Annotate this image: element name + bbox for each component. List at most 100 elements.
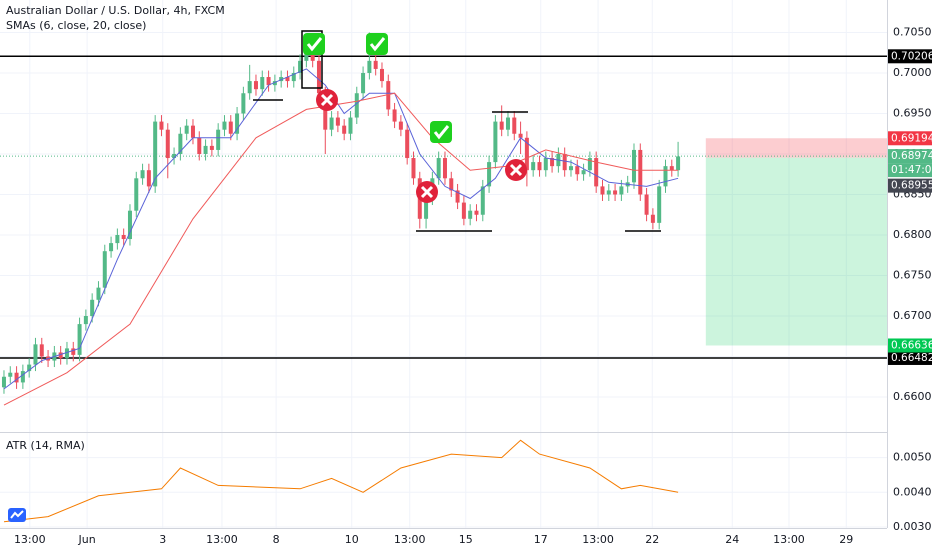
candle-body xyxy=(505,117,510,130)
cross-icons xyxy=(316,89,527,203)
candle-body xyxy=(512,117,517,134)
candle-body xyxy=(272,81,277,86)
check-icon xyxy=(366,33,388,55)
candle-body xyxy=(606,190,611,195)
candle-body xyxy=(58,352,63,359)
stop-label-bg xyxy=(888,131,932,146)
candle-body xyxy=(386,81,391,110)
candle-body xyxy=(379,68,384,82)
last-price-label-bg xyxy=(888,149,932,164)
candle-body xyxy=(8,372,13,377)
stop-zone xyxy=(705,138,887,158)
candle-body xyxy=(487,162,492,187)
plot xyxy=(0,32,887,523)
candle-body xyxy=(197,137,202,154)
candle-body xyxy=(39,344,44,357)
level-label: 0.66482 xyxy=(891,352,932,364)
x-tick-label: 13:00 xyxy=(206,533,238,546)
candle-body xyxy=(165,129,170,159)
candle-body xyxy=(146,170,151,187)
candle-body xyxy=(474,210,479,215)
candle-body xyxy=(587,158,592,171)
candle-body xyxy=(354,93,359,118)
candle-body xyxy=(209,145,214,150)
x-tick-label: 13:00 xyxy=(14,533,46,546)
candle-body xyxy=(298,60,303,73)
candle-body xyxy=(518,133,523,138)
candle-body xyxy=(178,133,183,154)
candle-body xyxy=(228,121,233,134)
candle-body xyxy=(348,117,353,134)
countdown-label: 01:47:00 xyxy=(891,164,932,176)
x-tick-label: 13:00 xyxy=(773,533,805,546)
candle-body xyxy=(172,153,177,159)
sma-line xyxy=(3,68,679,390)
candle-body xyxy=(493,121,498,163)
candle-body xyxy=(638,149,643,195)
candle-body xyxy=(241,93,246,114)
candle-body xyxy=(323,93,328,130)
x-tick-label: 17 xyxy=(534,533,548,546)
chart-title: Australian Dollar / U.S. Dollar, 4h, FXC… xyxy=(6,4,225,17)
candle-body xyxy=(102,251,107,288)
candle-body xyxy=(568,166,573,171)
candle-body xyxy=(159,121,164,130)
grid xyxy=(0,0,887,528)
x-tick-label: 13:00 xyxy=(582,533,614,546)
target-zone xyxy=(705,157,887,346)
axes: 0.660000.665000.670000.675000.680000.685… xyxy=(14,25,932,546)
y-tick-label: 0.70500 xyxy=(893,25,932,38)
candle-body xyxy=(676,156,681,171)
candle-body xyxy=(279,77,284,82)
candle-body xyxy=(83,316,88,325)
candle-body xyxy=(190,125,195,138)
candle-body xyxy=(335,117,340,126)
candle-body xyxy=(600,186,605,195)
position-tool xyxy=(705,138,887,346)
candle-body xyxy=(216,129,221,150)
last-price-label: 0.68974 xyxy=(891,150,932,162)
candle-body xyxy=(235,113,240,134)
candle-body xyxy=(27,364,32,372)
candle-body xyxy=(260,77,265,90)
candle-body xyxy=(266,77,271,86)
candle-body xyxy=(575,166,580,175)
drawings xyxy=(253,30,661,232)
candle-body xyxy=(405,129,410,159)
atr-legend: ATR (14, RMA) xyxy=(6,439,85,452)
candle-body xyxy=(537,162,542,171)
candle-body xyxy=(184,125,189,134)
cross-icon xyxy=(505,159,527,181)
candle-body xyxy=(644,194,649,215)
candle-body xyxy=(594,158,599,187)
candle-body xyxy=(153,121,158,187)
level-label: 0.70206 xyxy=(891,50,932,62)
x-tick-label: Jun xyxy=(78,533,96,546)
candle-body xyxy=(291,72,296,82)
candle-body xyxy=(77,324,82,355)
candle-body xyxy=(33,344,38,365)
candle-body xyxy=(613,190,618,195)
candle-body xyxy=(127,210,132,240)
candle-body xyxy=(90,299,95,317)
candle-body xyxy=(436,158,441,179)
candle-body xyxy=(424,198,429,219)
x-tick-label: 29 xyxy=(839,533,853,546)
candle-body xyxy=(71,348,76,355)
candle-body xyxy=(398,121,403,130)
candle-body xyxy=(115,234,120,244)
candle-body xyxy=(1,376,6,388)
x-tick-label: 10 xyxy=(345,533,359,546)
x-tick-label: 15 xyxy=(459,533,473,546)
candle-body xyxy=(562,153,567,171)
candle-body xyxy=(657,186,662,223)
candle-body xyxy=(373,60,378,69)
candle-body xyxy=(411,158,416,179)
candle-body xyxy=(140,170,145,179)
candle-body xyxy=(663,166,668,187)
